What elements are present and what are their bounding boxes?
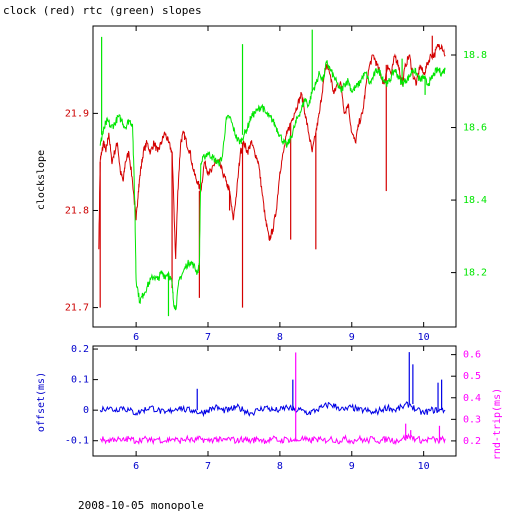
series-line-rtc [99, 60, 446, 311]
y-axis-label-clockslope: clockslope [36, 150, 47, 210]
x-tick-label-0-6: 6 [133, 332, 139, 343]
y2-tick-label-0-18.8: 18.8 [463, 50, 487, 61]
x-tick-label-1-10: 10 [418, 461, 430, 472]
y-tick-label-1-0: 0 [83, 405, 89, 416]
x-tick-label-0-10: 10 [418, 332, 430, 343]
y2-tick-label-1-0.5: 0.5 [463, 371, 481, 382]
y2-tick-label-1-0.2: 0.2 [463, 436, 481, 447]
x-tick-label-0-9: 9 [349, 332, 355, 343]
x-tick-label-1-8: 8 [277, 461, 283, 472]
footer-note: 2008-10-05 monopole [78, 499, 204, 512]
series-line-rnd-trip [99, 433, 446, 446]
y2-tick-label-0-18.6: 18.6 [463, 123, 487, 134]
y-axis-label-offset: offset(ms) [36, 372, 47, 432]
x-tick-label-1-6: 6 [133, 461, 139, 472]
y2-tick-label-0-18.2: 18.2 [463, 268, 487, 279]
y-tick-label-1-0.2: 0.2 [71, 344, 89, 355]
x-tick-label-1-9: 9 [349, 461, 355, 472]
series-line-offset [99, 401, 446, 418]
x-tick-label-0-7: 7 [205, 332, 211, 343]
y2-tick-label-0-18.4: 18.4 [463, 195, 487, 206]
plot-frame-1 [92, 345, 457, 457]
y2-axis-label-rnd-trip: rnd-trip(ms) [492, 388, 503, 460]
series-line-clock [98, 43, 446, 260]
x-tick-label-0-8: 8 [277, 332, 283, 343]
y2-tick-label-1-0.4: 0.4 [463, 393, 481, 404]
y-tick-label-0-21.7: 21.7 [65, 303, 89, 314]
y-tick-label-1--0.1: -0.1 [65, 436, 89, 447]
x-tick-label-1-7: 7 [205, 461, 211, 472]
y-tick-label-0-21.8: 21.8 [65, 205, 89, 216]
y-tick-label-0-21.9: 21.9 [65, 108, 89, 119]
y-tick-label-1-0.1: 0.1 [71, 375, 89, 386]
plot-frame-0 [92, 25, 457, 328]
y2-tick-label-1-0.6: 0.6 [463, 350, 481, 361]
y2-tick-label-1-0.3: 0.3 [463, 414, 481, 425]
page-title: clock (red) rtc (green) slopes [3, 4, 202, 17]
